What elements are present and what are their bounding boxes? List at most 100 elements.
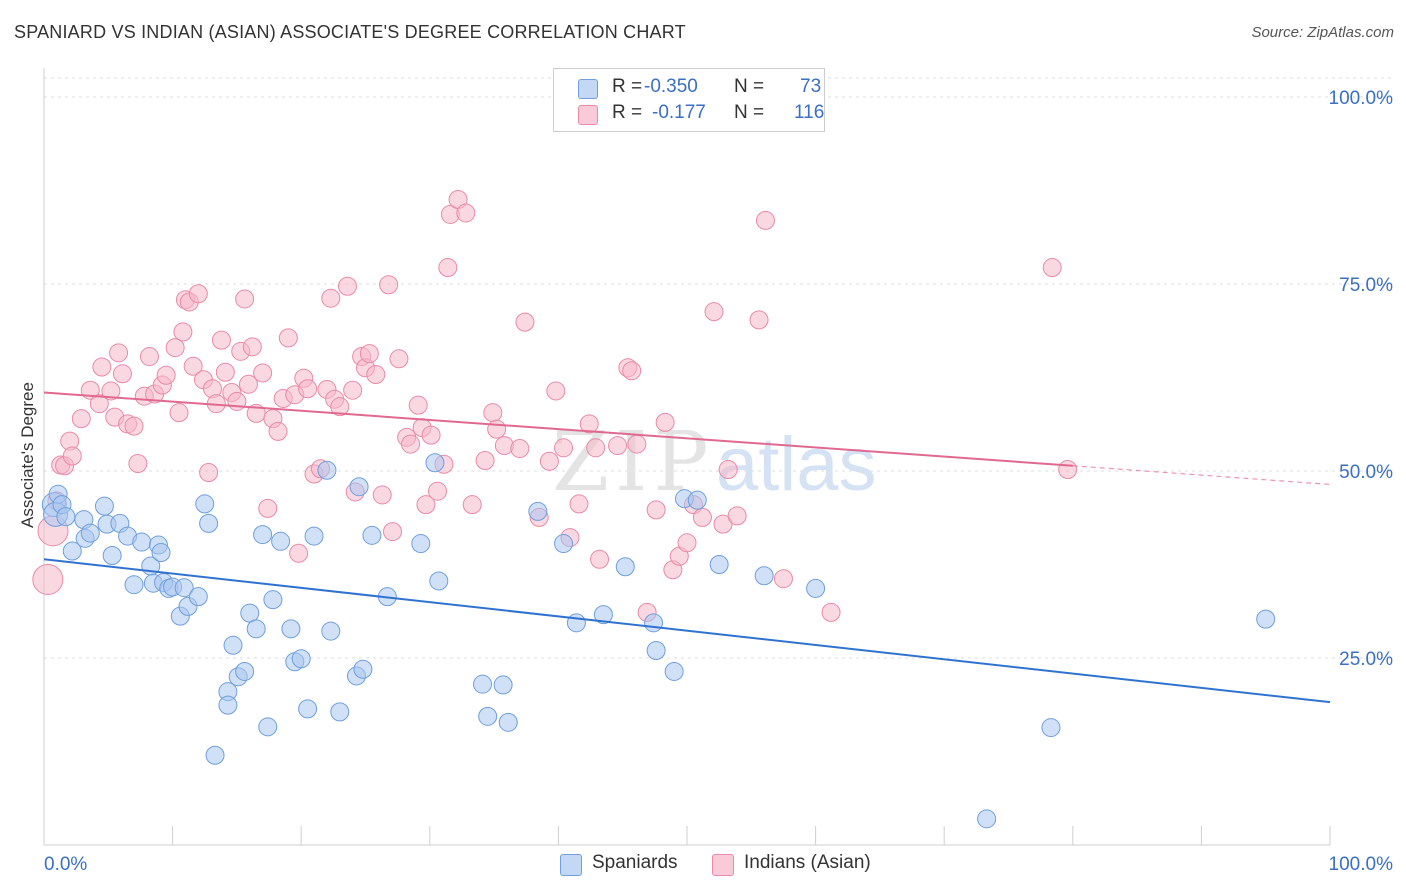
spaniards-point xyxy=(493,675,513,695)
spaniards-point xyxy=(528,501,548,521)
spaniards-point xyxy=(132,532,152,552)
indians-point xyxy=(727,506,747,526)
spaniards-point xyxy=(754,566,774,586)
indians-point xyxy=(655,412,675,432)
indians-point xyxy=(139,347,159,367)
indians-point xyxy=(462,495,482,515)
indians-point xyxy=(704,302,724,322)
indians-point xyxy=(268,421,288,441)
spaniards-point xyxy=(566,613,586,633)
y-tick-label: 50.0% xyxy=(1339,462,1393,483)
indians-point xyxy=(483,403,503,423)
indians-point xyxy=(211,330,231,350)
indians-point xyxy=(821,602,841,622)
indians-point xyxy=(627,434,647,454)
indians-point xyxy=(579,414,599,434)
y-tick-label: 25.0% xyxy=(1339,649,1393,670)
spaniards-point xyxy=(644,613,664,633)
y-tick-label: 100.0% xyxy=(1329,88,1394,109)
indians-point xyxy=(372,485,392,505)
indians-point xyxy=(383,522,403,542)
watermark-atlas: atlas xyxy=(716,422,877,507)
bottom-swatch-blue xyxy=(560,854,582,876)
spaniards-point xyxy=(195,494,215,514)
indians-point xyxy=(379,275,399,295)
spaniards-point xyxy=(218,695,238,715)
spaniards-point xyxy=(321,621,341,641)
indians-trendline xyxy=(43,391,1073,467)
axes xyxy=(43,68,1331,846)
indians-point xyxy=(62,446,82,466)
spaniards-point xyxy=(473,674,493,694)
spaniards-point xyxy=(362,525,382,545)
source-note: Source: ZipAtlas.com xyxy=(1251,24,1394,41)
bottom-swatch-pink xyxy=(712,854,734,876)
indians-point xyxy=(337,276,357,296)
indians-point xyxy=(515,312,535,332)
indians-point xyxy=(646,500,666,520)
indians-point xyxy=(238,374,258,394)
bottom-label-spaniards: Spaniards xyxy=(592,852,678,873)
indians-trendline-extension xyxy=(1072,465,1331,486)
indians-point xyxy=(215,362,235,382)
indians-point xyxy=(428,481,448,501)
indians-point xyxy=(421,425,441,445)
spaniards-point xyxy=(554,534,574,554)
spaniards-point xyxy=(664,661,684,681)
indians-point xyxy=(1058,460,1078,480)
indians-point xyxy=(128,454,148,474)
x-tick-label-min: 0.0% xyxy=(44,854,87,875)
indians-point xyxy=(321,288,341,308)
spaniards-point xyxy=(246,619,266,639)
spaniards-point xyxy=(353,659,373,679)
indians-point xyxy=(165,338,185,358)
spaniards-point xyxy=(124,575,144,595)
spaniards-point xyxy=(188,587,208,607)
spaniards-point xyxy=(291,649,311,669)
indians-point xyxy=(298,379,318,399)
indians-point xyxy=(1042,258,1062,278)
indians-point xyxy=(608,436,628,456)
spaniards-point xyxy=(977,809,997,829)
legend-n-value: 73 xyxy=(800,76,822,97)
indians-point xyxy=(235,289,255,309)
indians-point xyxy=(475,451,495,471)
indians-point xyxy=(510,439,530,459)
y-axis-label: Associate's Degree xyxy=(18,382,37,528)
indians-point xyxy=(416,495,436,515)
spaniards-point xyxy=(253,525,273,545)
indians-points xyxy=(32,189,1078,622)
legend-n-label: N = xyxy=(734,102,765,123)
spaniards-points xyxy=(41,453,1276,829)
spaniards-point xyxy=(498,712,518,732)
indians-point xyxy=(173,322,193,342)
spaniards-point xyxy=(478,706,498,726)
chart-title: SPANIARD VS INDIAN (ASIAN) ASSOCIATE'S D… xyxy=(14,22,686,42)
indians-point xyxy=(590,549,610,569)
spaniards-point xyxy=(199,513,219,533)
indians-point xyxy=(32,563,64,595)
legend-r-label: R = xyxy=(612,76,643,97)
spaniards-point xyxy=(330,702,350,722)
x-tick-label-max: 100.0% xyxy=(1329,854,1394,875)
spaniards-point xyxy=(709,555,729,574)
spaniards-point xyxy=(223,635,243,655)
indians-point xyxy=(109,343,129,363)
legend-r-value: -0.350 xyxy=(644,76,698,97)
spaniards-point xyxy=(271,531,291,551)
indians-point xyxy=(713,514,733,534)
indians-point xyxy=(289,543,309,563)
spaniards-point xyxy=(235,661,255,681)
legend-swatch-pink xyxy=(578,105,598,125)
indians-point xyxy=(278,328,298,348)
legend-r-value: -0.177 xyxy=(652,102,706,123)
indians-point xyxy=(71,409,91,429)
spaniards-point xyxy=(593,605,613,625)
spaniards-point xyxy=(411,534,431,554)
indians-point xyxy=(456,203,476,223)
spaniards-point xyxy=(687,490,707,510)
spaniards-point xyxy=(56,507,76,527)
correlation-legend: R = -0.350 N = 73 R = -0.177 N = 116 xyxy=(553,68,825,132)
indians-point xyxy=(749,310,769,330)
